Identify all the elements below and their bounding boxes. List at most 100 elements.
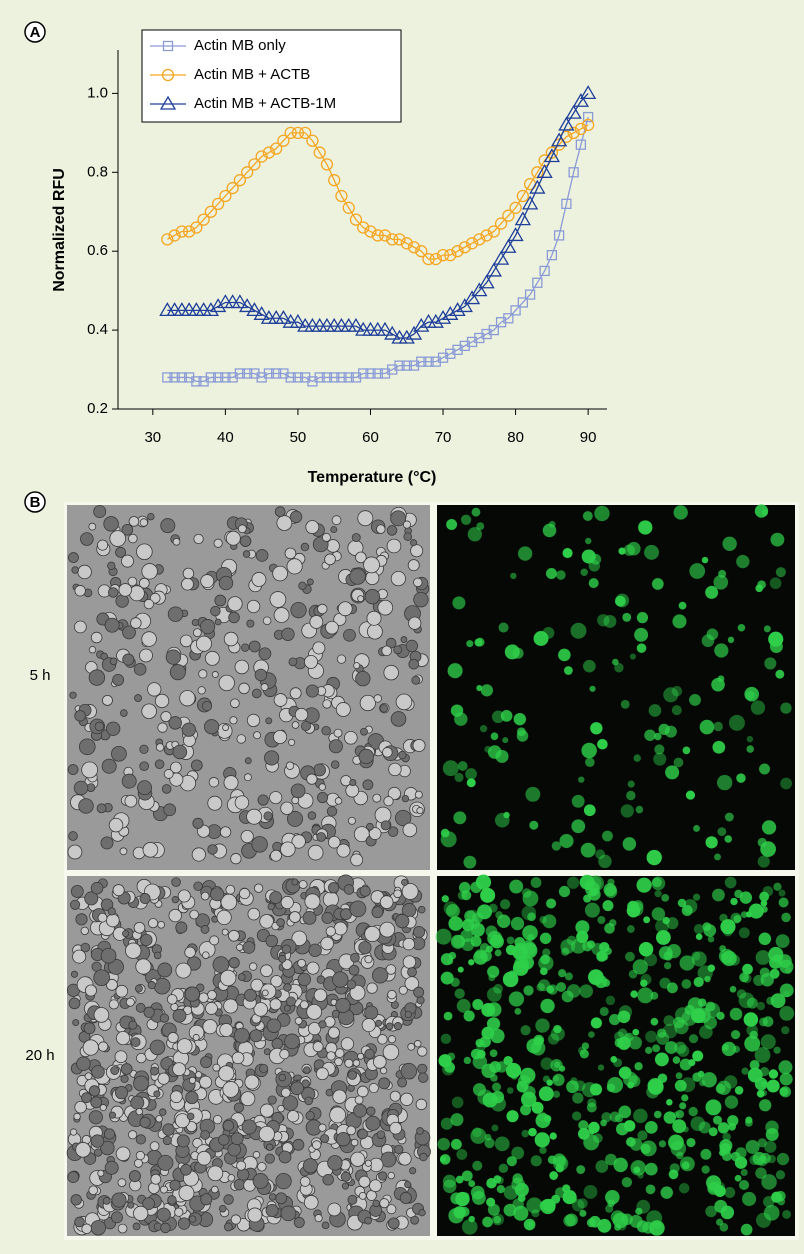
cell: [400, 636, 408, 643]
cell-signal: [622, 612, 632, 622]
cell-signal: [737, 623, 746, 632]
cell-signal: [781, 1026, 790, 1035]
marker: [580, 85, 597, 100]
cell-signal: [701, 556, 709, 564]
cell: [398, 750, 407, 760]
cell-signal: [757, 855, 770, 868]
cell-signal: [538, 979, 551, 992]
cell-signal: [703, 924, 717, 937]
cell-signal: [558, 648, 571, 662]
cell-signal: [508, 991, 525, 1007]
cell: [236, 734, 246, 744]
cell: [133, 1205, 149, 1222]
cell: [156, 1207, 171, 1222]
cell: [75, 913, 88, 926]
cell: [376, 524, 386, 534]
cell-signal: [757, 580, 766, 590]
cell: [107, 587, 119, 598]
marker: [343, 372, 354, 383]
cell: [230, 853, 242, 865]
cell: [264, 1153, 275, 1164]
marker: [500, 238, 517, 253]
cell-signal: [606, 1083, 616, 1092]
legend-box: [141, 29, 402, 123]
cell: [133, 663, 147, 676]
cell: [247, 1207, 263, 1223]
cell-signal: [539, 1146, 547, 1155]
cell: [289, 687, 302, 700]
cell: [239, 888, 251, 900]
cell-signal: [579, 1049, 589, 1059]
cell-signal: [695, 933, 703, 941]
cell: [246, 599, 261, 614]
cell: [395, 809, 412, 827]
cell-signal: [529, 820, 539, 830]
cell-signal: [752, 1151, 766, 1166]
cell: [106, 721, 121, 736]
marker: [275, 309, 292, 324]
series-line: [167, 124, 589, 260]
cell: [327, 1026, 340, 1039]
cell-signal: [714, 643, 729, 658]
cell-signal: [754, 504, 769, 518]
cell-signal: [659, 977, 671, 989]
cell-signal: [617, 1028, 628, 1038]
cell-signal: [463, 855, 477, 869]
cell: [411, 675, 421, 685]
marker: [398, 329, 415, 344]
cell-signal: [738, 927, 750, 939]
cell: [242, 941, 256, 954]
cell: [374, 806, 392, 824]
cell-signal: [576, 1165, 586, 1175]
marker: [255, 150, 268, 163]
cell: [222, 1119, 235, 1132]
cell: [244, 1074, 260, 1090]
marker: [159, 95, 177, 110]
cell-signal: [704, 975, 711, 983]
cell: [408, 616, 422, 630]
marker: [224, 294, 241, 309]
cell-signal: [679, 1156, 695, 1172]
cell-signal: [746, 1024, 758, 1036]
cell-signal: [780, 702, 792, 714]
cell: [383, 796, 394, 807]
marker: [384, 325, 401, 340]
cell: [386, 1204, 397, 1215]
cell-signal: [719, 1139, 733, 1153]
cell: [259, 914, 274, 929]
cell: [268, 1193, 277, 1201]
cell: [107, 561, 116, 570]
cell-signal: [514, 1007, 522, 1015]
cell: [102, 694, 113, 706]
cell-signal: [775, 669, 785, 679]
cell-signal: [672, 1056, 681, 1064]
cell: [378, 1077, 391, 1090]
cell-signal: [705, 1205, 717, 1218]
cell: [373, 694, 382, 703]
cell-signal: [607, 878, 615, 886]
marker: [362, 321, 379, 336]
cell: [251, 688, 262, 699]
cell: [350, 1138, 359, 1147]
marker: [567, 126, 580, 139]
marker: [507, 227, 524, 242]
cell: [267, 902, 275, 911]
cell: [134, 984, 143, 993]
cell-signal: [512, 1198, 524, 1210]
cell: [349, 778, 357, 787]
cell-signal: [542, 523, 557, 538]
marker: [516, 189, 529, 203]
cell: [242, 550, 251, 558]
cell-signal: [561, 947, 570, 956]
cell: [82, 1039, 99, 1056]
cell: [390, 571, 406, 587]
cell: [179, 690, 196, 707]
cell-signal: [608, 1013, 621, 1026]
cell-signal: [773, 1046, 781, 1054]
marker: [268, 309, 285, 324]
cell: [228, 611, 240, 624]
cell: [316, 791, 329, 804]
marker: [494, 217, 508, 230]
marker: [582, 111, 594, 123]
cell: [236, 1168, 250, 1181]
